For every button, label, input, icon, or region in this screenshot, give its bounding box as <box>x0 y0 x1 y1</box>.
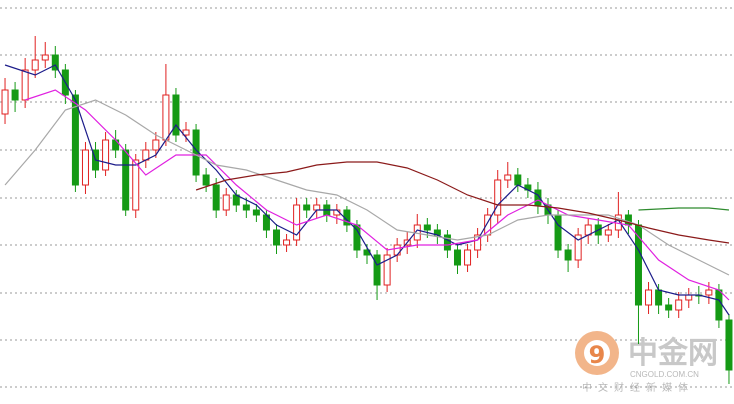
candle-body <box>494 179 502 216</box>
candle-body <box>373 254 381 286</box>
candle-body <box>675 299 683 311</box>
candle-body <box>534 189 542 206</box>
candle-body <box>1 89 9 115</box>
candle-body <box>423 224 431 231</box>
candle-body <box>464 249 472 266</box>
candle-body <box>51 54 59 71</box>
candle-body <box>71 94 79 186</box>
candle-body <box>685 294 693 301</box>
candle-body <box>655 289 663 306</box>
ma-line <box>195 161 730 244</box>
candle-body <box>313 204 321 211</box>
ma-line <box>4 99 730 276</box>
candle-body <box>11 89 19 101</box>
candle-body <box>41 54 49 61</box>
candle-body <box>31 59 39 71</box>
candle-body <box>574 234 582 261</box>
candle-body <box>212 184 220 211</box>
candle-body <box>303 204 311 211</box>
candle-body <box>645 289 653 306</box>
logo-inner <box>584 340 610 366</box>
site: CNGOLD.COM.CN <box>630 370 699 379</box>
candle-body <box>283 239 291 246</box>
candle-body <box>112 139 120 151</box>
candle-body <box>453 249 461 266</box>
candle-body <box>182 129 190 136</box>
candle-body <box>474 234 482 251</box>
candle-body <box>252 209 260 216</box>
candle-body <box>564 249 572 261</box>
candle-body <box>383 254 391 286</box>
candle-body <box>293 204 301 241</box>
candle-body <box>152 139 160 151</box>
candle-body <box>102 139 110 171</box>
candle-body <box>443 234 451 251</box>
brand: 中金网 <box>628 336 718 371</box>
candle-body <box>81 149 89 186</box>
candle-body <box>715 289 723 321</box>
candle-body <box>514 174 522 186</box>
candle-body <box>665 304 673 311</box>
candle-body <box>242 204 250 211</box>
candle-body <box>122 149 130 211</box>
candle-body <box>21 69 29 101</box>
candle-body <box>393 244 401 256</box>
candle-body <box>504 174 512 181</box>
candle-body <box>604 229 612 236</box>
ma-line <box>638 207 730 211</box>
candle-body <box>725 319 733 371</box>
candle-body <box>132 159 140 211</box>
slogan: 中文财经新媒体 <box>582 381 694 394</box>
ma-line <box>24 89 730 301</box>
candle-body <box>172 94 180 136</box>
watermark: 9 中金网 CNGOLD.COM.CN 中文财经新媒体 <box>575 331 718 394</box>
candle-body <box>222 194 230 211</box>
logo-glyph: 9 <box>589 341 606 369</box>
candle-body <box>273 229 281 246</box>
candle-body <box>705 289 713 296</box>
candle-body <box>554 214 562 251</box>
candle-body <box>162 94 170 141</box>
candle-body <box>202 174 210 186</box>
